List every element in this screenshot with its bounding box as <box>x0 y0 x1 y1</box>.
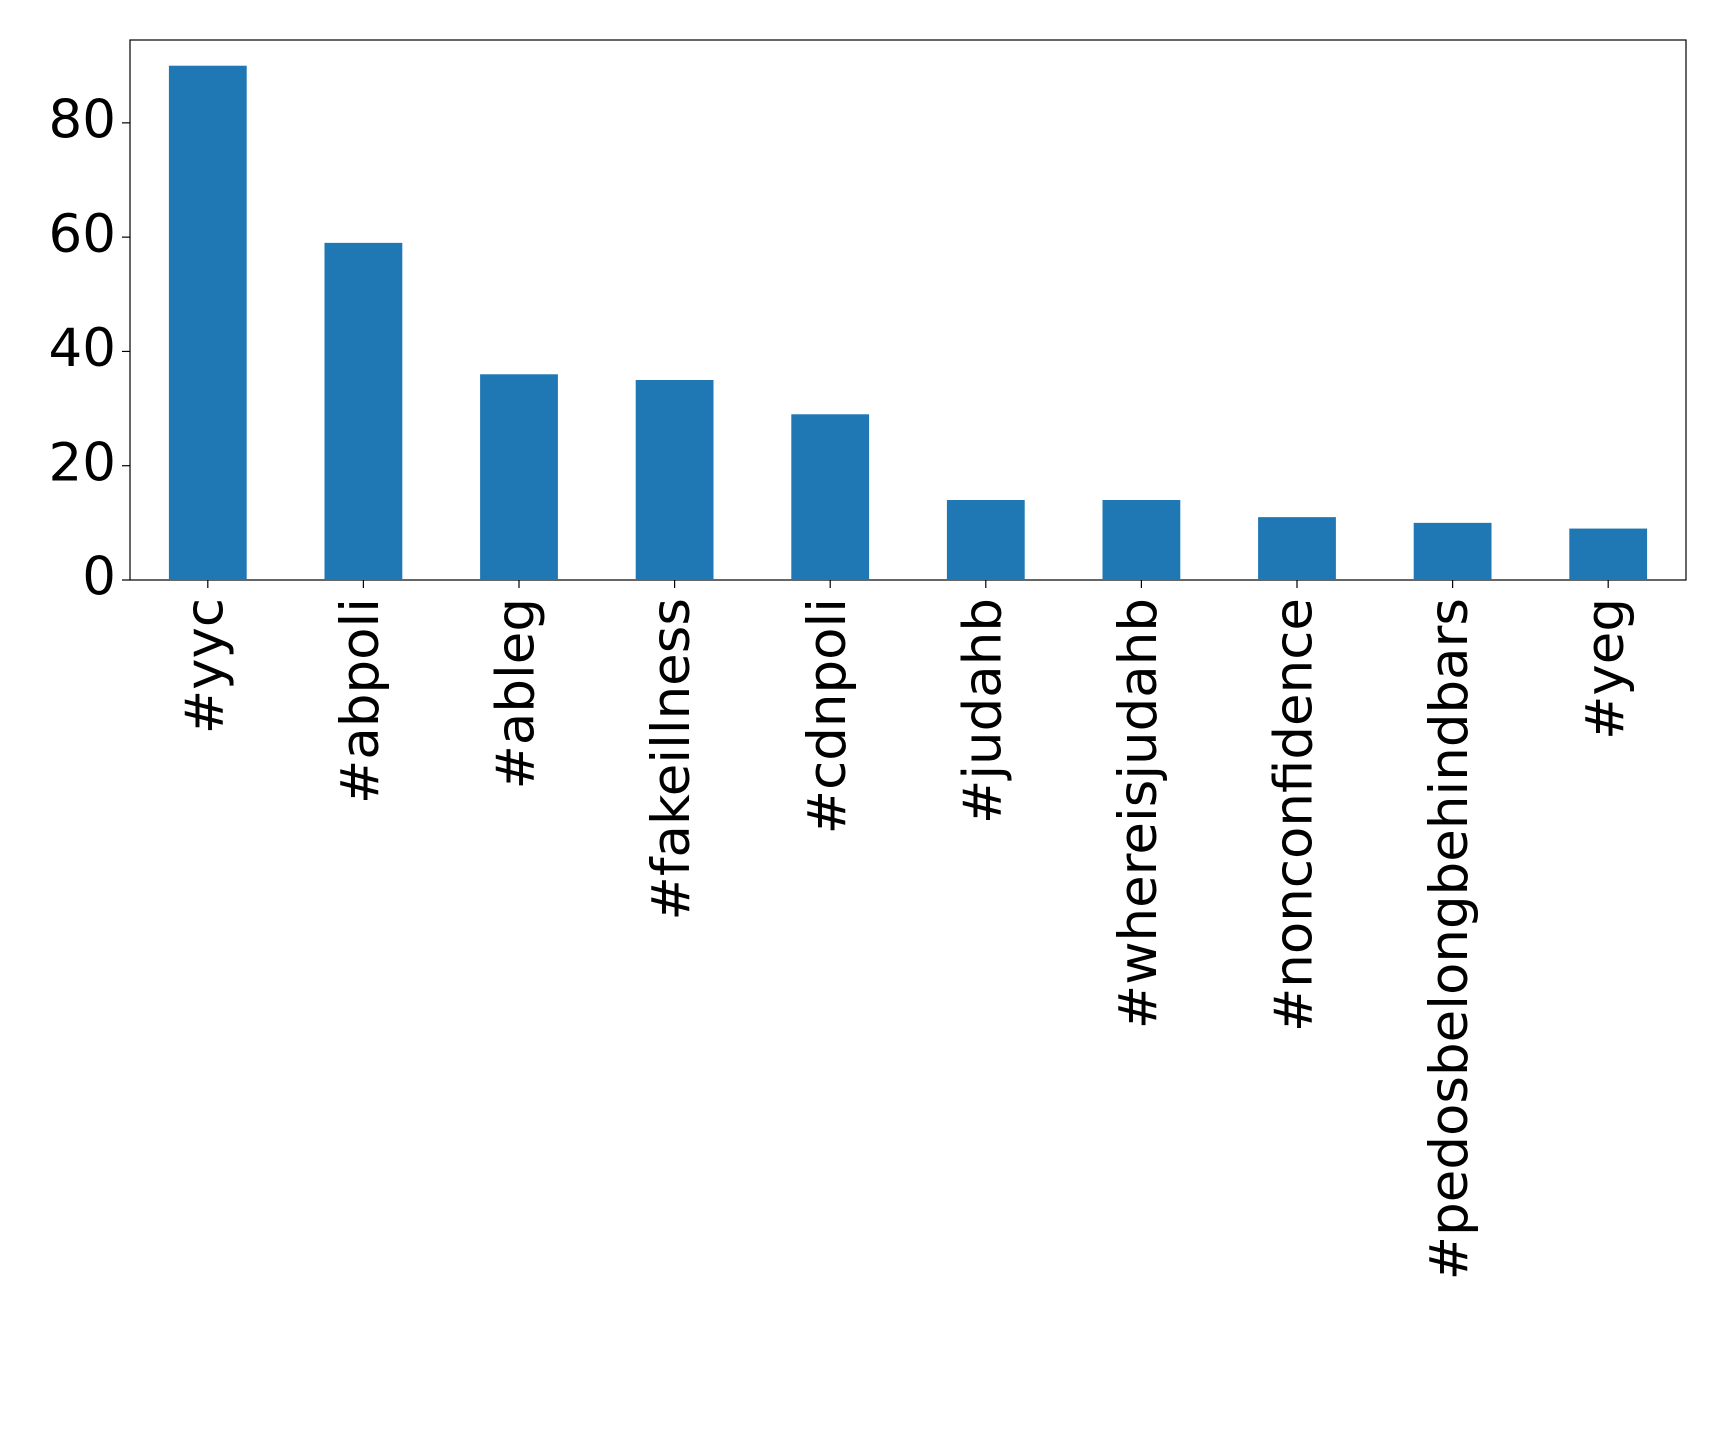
x-tick-label: #cdnpoli <box>797 598 858 834</box>
bar <box>635 380 714 580</box>
bar <box>946 500 1025 580</box>
bar <box>1102 500 1181 580</box>
y-tick-label: 80 <box>49 89 116 150</box>
x-tick-label: #nonconfidence <box>1264 598 1325 1032</box>
x-tick-label: #fakeillness <box>641 598 702 921</box>
y-tick-label: 40 <box>49 318 116 379</box>
bar <box>480 374 558 580</box>
bar <box>1569 528 1648 580</box>
plot-frame <box>129 39 1687 581</box>
y-tick-label: 0 <box>82 547 116 608</box>
bar <box>1413 522 1492 580</box>
y-tick-label: 60 <box>49 204 116 265</box>
x-tick-label: #whereisjudahb <box>1108 598 1169 1029</box>
y-tick-label: 20 <box>49 432 116 493</box>
x-tick-label: #ableg <box>486 598 547 790</box>
x-tick-label: #judahb <box>952 598 1013 824</box>
bar <box>1258 517 1336 580</box>
x-tick-label: #yyc <box>174 598 235 734</box>
bar <box>168 65 247 580</box>
bar <box>791 414 870 580</box>
x-tick-label: #pedosbelongbehindbars <box>1419 598 1480 1280</box>
x-tick-label: #yeg <box>1575 598 1636 740</box>
bar <box>324 242 403 580</box>
x-tick-label: #abpoli <box>330 598 391 804</box>
